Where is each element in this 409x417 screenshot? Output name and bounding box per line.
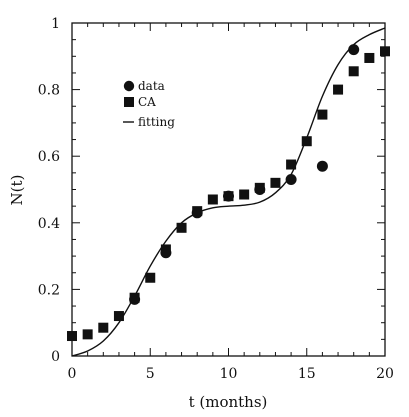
x-axis-title: t (months) (189, 393, 268, 411)
y-tick-label: 0 (51, 349, 60, 365)
ca-point (380, 46, 390, 57)
y-tick-label: 0.2 (38, 282, 60, 298)
y-tick-label: 0.4 (38, 216, 60, 232)
ca-point (286, 159, 297, 170)
ca-point (270, 177, 281, 188)
data-point (348, 44, 360, 56)
legend-ca-label: CA (138, 95, 156, 109)
ca-point (348, 66, 359, 77)
legend-data-label: data (138, 79, 165, 93)
ca-point (176, 222, 187, 233)
x-tick-label: 0 (68, 366, 77, 382)
ca-point (317, 109, 328, 120)
legend: data CA fitting (123, 79, 175, 129)
ca-point (223, 191, 234, 202)
ca-point (254, 182, 265, 193)
ca-point (145, 272, 156, 283)
axis-ticks (71, 22, 386, 357)
y-tick-label: 1 (51, 16, 60, 32)
y-axis-title: N(t) (8, 175, 26, 206)
x-tick-label: 20 (376, 366, 394, 382)
x-tick-label: 15 (298, 366, 316, 382)
ca-point (207, 194, 218, 205)
ca-point (192, 206, 203, 217)
ca-point (364, 52, 375, 63)
ca-point (67, 331, 77, 342)
axis-tick-labels: 0 5 10 15 20 0 0.2 0.4 0.6 0.8 1 (38, 16, 394, 382)
x-tick-label: 10 (220, 366, 238, 382)
ca-point (82, 329, 93, 340)
legend-data-marker (123, 80, 135, 92)
ca-point (113, 311, 124, 322)
ca-point (239, 189, 250, 200)
ca-point (301, 136, 312, 147)
y-tick-label: 0.8 (38, 83, 60, 99)
x-tick-label: 5 (146, 366, 155, 382)
y-tick-label: 0.6 (38, 149, 60, 165)
plot-frame (71, 22, 386, 357)
ca-point (129, 292, 140, 303)
legend-fitting-label: fitting (138, 115, 175, 129)
ca-point (160, 244, 171, 255)
ca-point (333, 84, 344, 95)
data-points (67, 44, 390, 342)
data-point (316, 160, 328, 172)
legend-ca-marker (124, 97, 134, 107)
data-point (285, 174, 297, 186)
ca-point (98, 322, 109, 333)
